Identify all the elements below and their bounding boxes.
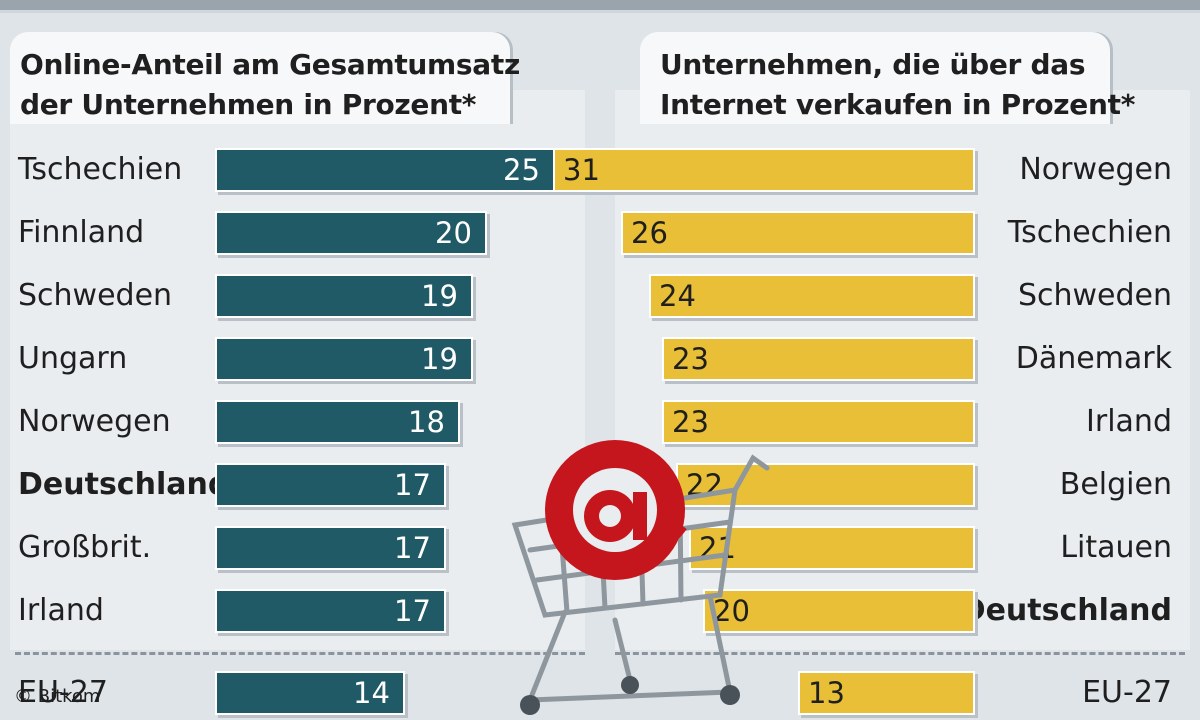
left-bar [215, 671, 405, 715]
right-category-label: Belgien [1059, 467, 1172, 502]
left-value-label: 18 [408, 405, 445, 439]
right-bar [662, 400, 975, 444]
left-value-label: 14 [353, 676, 390, 710]
left-title-tab [10, 32, 510, 124]
left-bar [215, 400, 460, 444]
right-bar [798, 671, 975, 715]
left-category-label: Tschechien [18, 152, 183, 187]
copyright-text: © Bitkom [14, 686, 101, 707]
right-category-label: EU-27 [1082, 675, 1172, 710]
right-category-label: Litauen [1060, 530, 1172, 565]
right-value-label: 23 [672, 405, 709, 439]
right-value-label: 23 [672, 342, 709, 376]
shopping-cart-icon [511, 440, 770, 715]
right-bar [662, 337, 975, 381]
left-title-line-1: Online-Anteil am Gesamtumsatz [20, 48, 520, 81]
right-bar [621, 211, 975, 255]
left-category-label: Großbrit. [18, 530, 152, 565]
left-category-label: Irland [18, 593, 104, 628]
left-bar [215, 211, 487, 255]
at-sign-icon [545, 440, 687, 580]
right-category-label: Tschechien [1007, 215, 1172, 250]
left-value-label: 20 [435, 216, 472, 250]
right-value-label: 20 [713, 594, 750, 628]
right-bar [676, 463, 975, 507]
left-bar [215, 274, 473, 318]
left-value-label: 17 [394, 468, 431, 502]
right-value-label: 13 [808, 676, 845, 710]
left-value-label: 19 [421, 279, 458, 313]
right-title-line-2: Internet verkaufen in Prozent* [660, 88, 1136, 121]
right-value-label: 31 [563, 153, 600, 187]
right-title-line-1: Unternehmen, die über das [660, 48, 1086, 81]
top-border [0, 0, 1200, 10]
right-bar [649, 274, 975, 318]
left-bar [215, 337, 473, 381]
left-value-label: 17 [394, 531, 431, 565]
right-bar [689, 526, 975, 570]
right-value-label: 24 [659, 279, 696, 313]
left-bar [215, 526, 446, 570]
left-bar [215, 148, 555, 192]
left-category-label: Deutschland [18, 467, 230, 502]
right-category-label: Norwegen [1019, 152, 1172, 187]
left-value-label: 17 [394, 594, 431, 628]
right-category-label: Irland [1086, 404, 1172, 439]
right-bar [703, 589, 975, 633]
left-separator [15, 652, 585, 655]
right-title-tab [640, 32, 1110, 124]
right-bar [553, 148, 975, 192]
top-border-line [0, 10, 1200, 13]
right-value-label: 26 [631, 216, 668, 250]
right-separator [615, 652, 1185, 655]
left-category-label: Ungarn [18, 341, 128, 376]
right-category-label: Dänemark [1015, 341, 1172, 376]
left-bar [215, 589, 446, 633]
left-category-label: Schweden [18, 278, 173, 313]
left-category-label: Finnland [18, 215, 145, 250]
left-category-label: Norwegen [18, 404, 171, 439]
left-value-label: 25 [503, 153, 540, 187]
left-bar [215, 463, 446, 507]
left-value-label: 19 [421, 342, 458, 376]
right-category-label: Deutschland [960, 593, 1172, 628]
left-title-line-2: der Unternehmen in Prozent* [20, 88, 477, 121]
left-category-label: EU-27 [18, 675, 108, 710]
right-category-label: Schweden [1017, 278, 1172, 313]
